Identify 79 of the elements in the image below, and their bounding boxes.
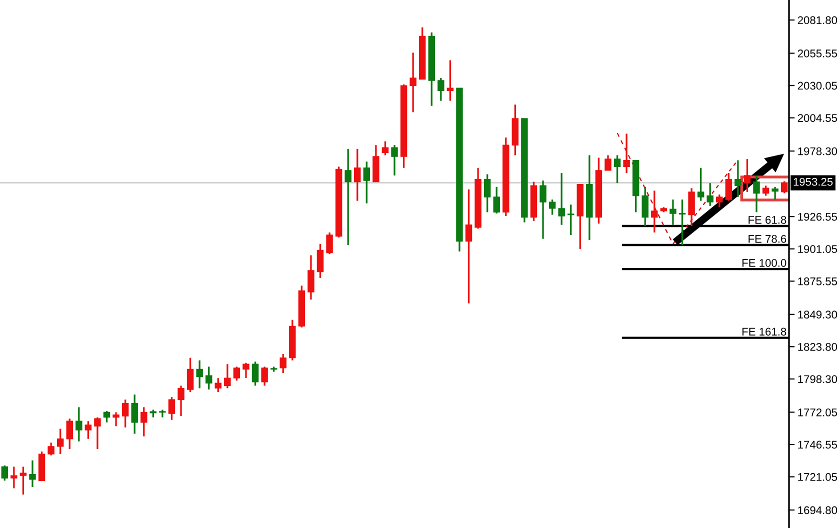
candlestick [168, 396, 176, 421]
candlestick [484, 173, 491, 214]
candlestick [214, 377, 222, 393]
candlestick [540, 180, 546, 240]
y-tick-label: 1721.05 [798, 473, 838, 481]
candlestick [316, 243, 324, 279]
y-tick-label: 1926.55 [798, 212, 838, 221]
candlestick [762, 184, 770, 197]
y-tick-label: 1875.55 [798, 277, 838, 286]
ref-line-label: FE 100.0 [742, 259, 786, 267]
candlestick [66, 418, 73, 450]
candlestick [558, 172, 565, 226]
candlestick [10, 466, 18, 490]
candlestick [233, 366, 240, 382]
candlestick [56, 428, 64, 455]
candlestick [753, 174, 760, 214]
candlestick [205, 366, 212, 390]
candlestick [29, 460, 36, 488]
y-tick-label: 2004.55 [798, 114, 838, 122]
candlestick [1, 464, 8, 482]
candlestick [280, 353, 286, 374]
candlestick [446, 59, 454, 102]
y-tick-label: 1823.80 [798, 342, 838, 351]
ref-line-label: FE 161.8 [742, 328, 786, 336]
candlestick [308, 254, 314, 300]
candlestick [744, 158, 751, 193]
candlestick [140, 406, 148, 438]
y-tick-label: 2081.80 [798, 16, 838, 24]
y-tick-label: 1746.55 [798, 440, 838, 449]
candlestick [604, 154, 612, 172]
candlestick [465, 188, 472, 304]
candlestick [438, 77, 444, 102]
ref-line-label: 1953.25 [794, 178, 833, 186]
candlestick [670, 198, 676, 226]
candlestick [196, 360, 203, 390]
candlestick [224, 363, 231, 390]
candlestick [697, 167, 704, 202]
y-tick-label: 2055.55 [798, 50, 838, 58]
candlestick [103, 410, 110, 424]
candlestick [642, 186, 648, 227]
candlestick [261, 366, 268, 387]
candlestick [76, 406, 82, 442]
candlestick [159, 408, 166, 418]
candlestick [391, 144, 398, 176]
y-tick-label: 1849.30 [798, 310, 838, 319]
candlestick [548, 198, 556, 216]
candlestick [354, 148, 361, 202]
y-tick-label: 1901.05 [798, 245, 838, 254]
candlestick [734, 159, 742, 198]
y-tick-label: 1798.30 [798, 375, 838, 384]
y-tick-label: 2030.05 [798, 82, 838, 90]
candlestick [568, 204, 574, 236]
candlestick [112, 411, 120, 428]
candlestick [614, 154, 621, 184]
candlestick [122, 398, 129, 428]
ref-line-label: FE 78.6 [748, 234, 786, 243]
y-tick-label: 1694.80 [798, 506, 838, 514]
candlestick [131, 394, 138, 435]
candlestick [382, 140, 389, 156]
candlestick [772, 186, 778, 200]
candlestick [84, 420, 92, 440]
candlestick [725, 172, 732, 202]
candlestick [410, 52, 416, 114]
candlestick [252, 360, 259, 387]
candlestick [48, 442, 54, 456]
candlestick [178, 384, 184, 417]
candlestick [326, 232, 333, 255]
candlestick [780, 180, 788, 194]
ref-line-label: FE 61.8 [748, 216, 786, 224]
candlestick [94, 416, 101, 450]
candlestick [20, 466, 27, 496]
candlestick [242, 362, 250, 379]
candlestick [363, 160, 370, 204]
candlestick [186, 356, 194, 393]
candlestick [493, 186, 500, 214]
candlestick [716, 194, 723, 208]
y-tick-label: 1978.30 [798, 147, 838, 156]
y-tick-label: 1772.05 [798, 408, 838, 416]
candlestick [344, 148, 352, 246]
